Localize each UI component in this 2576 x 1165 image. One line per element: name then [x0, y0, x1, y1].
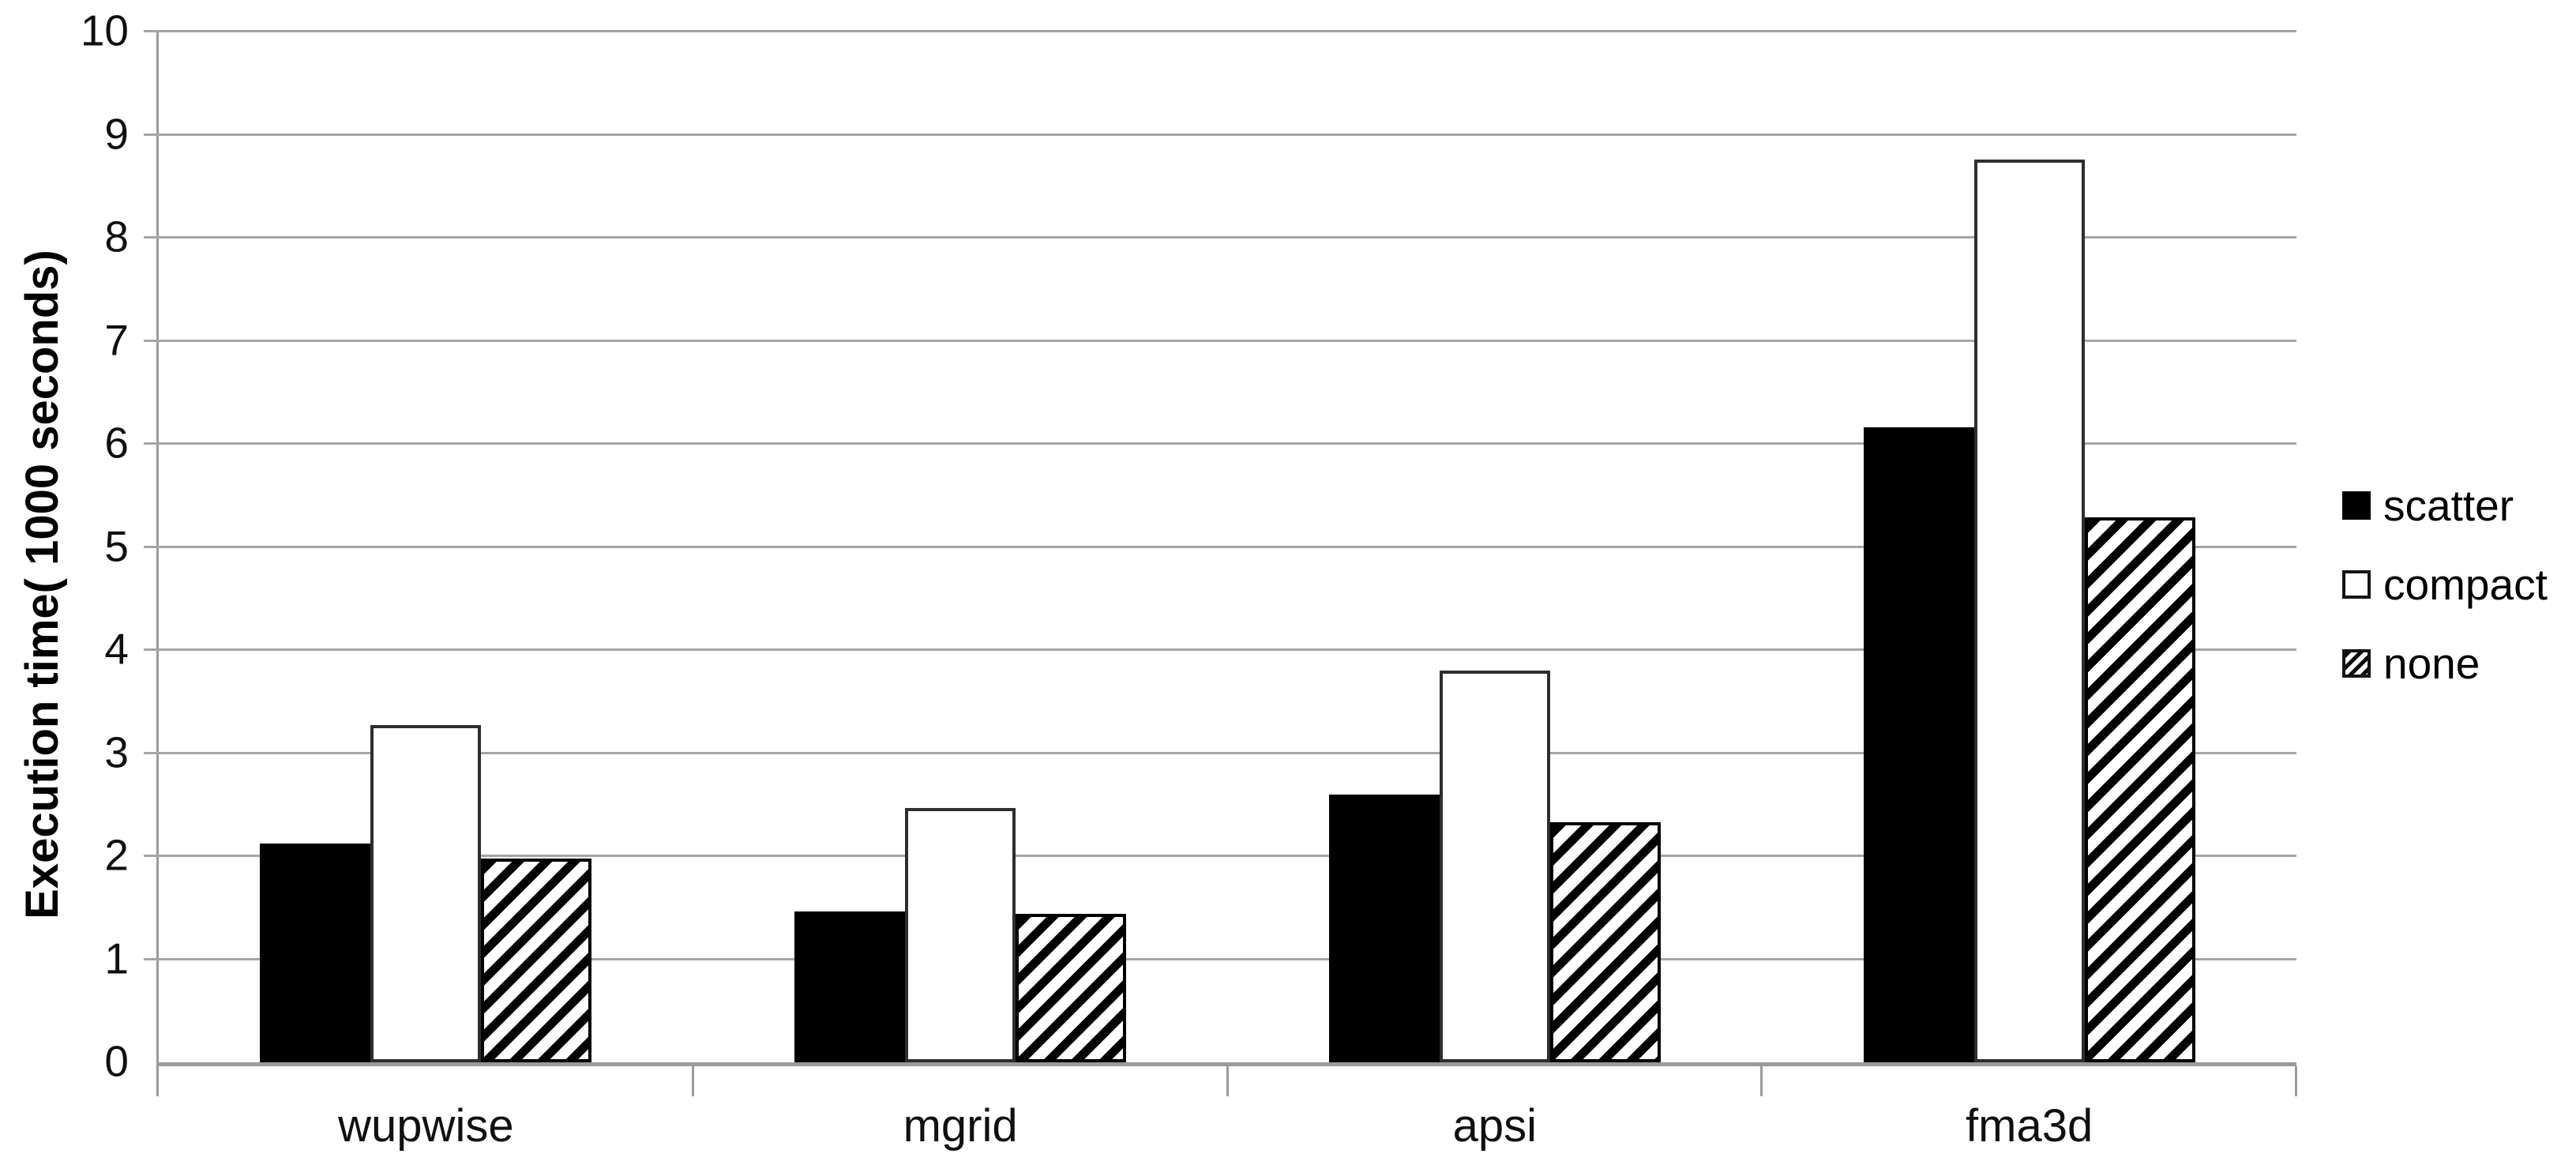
bar-scatter-mgrid: [794, 911, 906, 1062]
gridline: [144, 648, 2296, 651]
y-tick-label: 9: [104, 108, 129, 158]
gridline: [144, 339, 2296, 342]
gridline: [144, 442, 2296, 445]
legend-label: compact: [2383, 559, 2548, 609]
legend-item-scatter: scatter: [2342, 483, 2548, 528]
gridline: [144, 545, 2296, 548]
legend-label: none: [2383, 638, 2480, 688]
y-tick-label: 10: [80, 6, 129, 55]
gridline: [144, 751, 2296, 754]
plot-area: 0 1 2 3 4 5 6 7 8 9 10 wupwise mgrid apsi fma3d: [81, 9, 2297, 1149]
bar-none-wupwise: [481, 858, 592, 1062]
legend-swatch-compact: [2342, 570, 2371, 599]
bar-scatter-fma3d: [1863, 427, 1974, 1062]
y-tick-label: 1: [104, 933, 129, 983]
bar-compact-wupwise: [370, 725, 482, 1062]
y-tick-label: 7: [104, 314, 129, 364]
x-axis-tick: [1226, 1066, 1229, 1096]
y-tick-label: 3: [104, 727, 129, 776]
bar-scatter-wupwise: [260, 844, 371, 1062]
x-category-label: apsi: [1452, 1100, 1538, 1152]
bar-compact-mgrid: [905, 807, 1016, 1062]
y-tick-label: 0: [104, 1036, 129, 1086]
bar-scatter-apsi: [1328, 794, 1440, 1062]
gridline: [144, 236, 2296, 239]
gridline: [144, 133, 2296, 136]
y-axis-tick: [156, 1066, 159, 1096]
y-tick-label: 2: [104, 830, 129, 880]
legend-label: scatter: [2383, 480, 2514, 530]
bar-compact-fma3d: [1973, 159, 2085, 1062]
y-tick-label: 6: [104, 418, 129, 468]
legend: scatter compact none: [2342, 483, 2548, 686]
x-axis-tick: [1760, 1066, 1763, 1096]
gridline: [144, 855, 2296, 857]
legend-item-none: none: [2342, 641, 2548, 686]
x-axis-tick: [691, 1066, 694, 1096]
x-category-label: wupwise: [338, 1100, 514, 1152]
legend-swatch-none: [2342, 649, 2371, 678]
y-tick-label: 4: [104, 624, 129, 674]
x-axis-tick: [2295, 1066, 2297, 1096]
bar-none-mgrid: [1016, 914, 1127, 1062]
bar-compact-apsi: [1439, 671, 1550, 1062]
gridline: [144, 957, 2296, 960]
bar-none-apsi: [1549, 821, 1661, 1062]
legend-item-compact: compact: [2342, 562, 2548, 607]
y-axis-title: Execution time( 1000 seconds): [17, 250, 68, 919]
legend-swatch-scatter: [2342, 491, 2371, 520]
bar-none-fma3d: [2084, 517, 2195, 1062]
x-category-label: mgrid: [903, 1100, 1018, 1152]
y-tick-label: 8: [104, 212, 129, 261]
x-category-label: fma3d: [1966, 1100, 2093, 1152]
gridline: [144, 30, 2296, 32]
y-tick-label: 5: [104, 520, 129, 570]
